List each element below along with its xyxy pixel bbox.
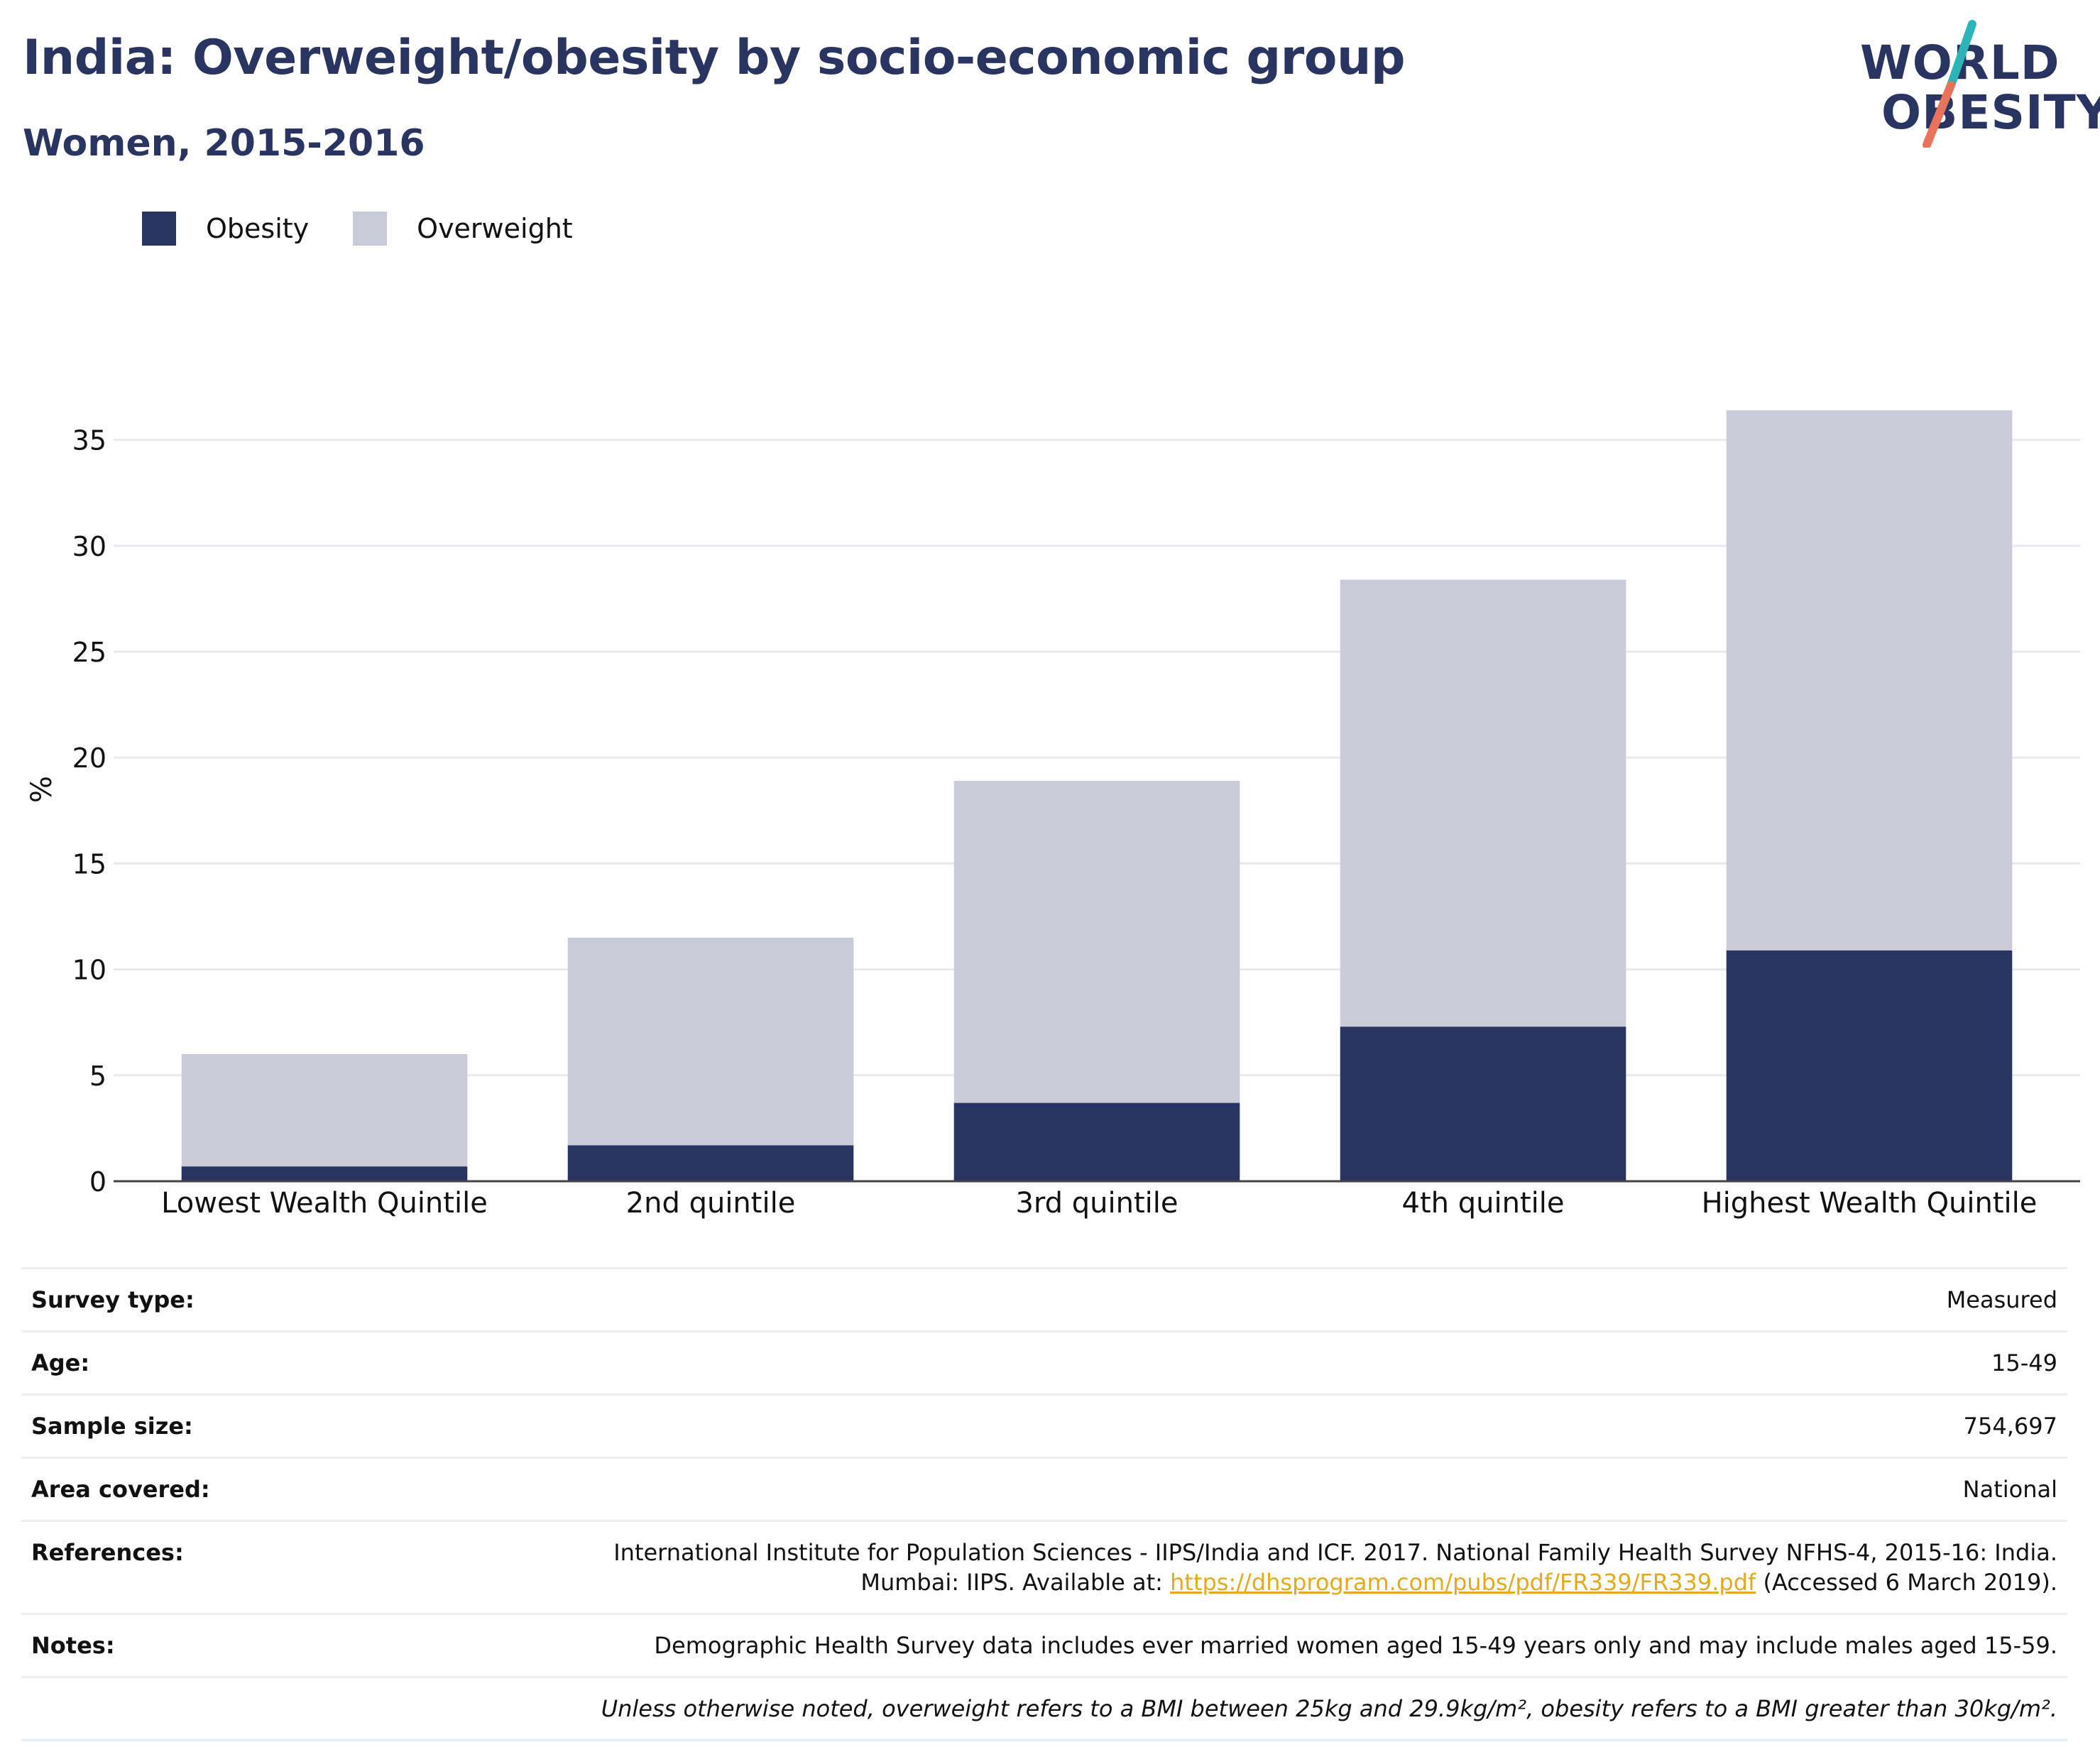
legend-swatch-obesity (142, 212, 176, 246)
bar-overweight-3[interactable] (953, 781, 1240, 1103)
y-tick-label: 10 (72, 955, 106, 986)
reference-link[interactable]: https://dhsprogram.com/pubs/pdf/FR339/FR… (1170, 1569, 1756, 1596)
area-label: Area covered: (31, 1476, 210, 1503)
logo-slash-icon (1923, 20, 1976, 148)
reference-line-2-prefix: Mumbai: IIPS. Available at: (860, 1569, 1171, 1596)
legend-label-obesity: Obesity (206, 213, 310, 244)
references-value: International Institute for Population S… (613, 1538, 2057, 1597)
bar-obesity-4[interactable] (1340, 1026, 1626, 1181)
x-tick-label: Highest Wealth Quintile (1702, 1187, 2038, 1220)
info-row-survey-type: Survey type: Measured (21, 1267, 2067, 1330)
notes-value: Demographic Health Survey data includes … (654, 1632, 2057, 1659)
y-tick-label: 35 (72, 425, 106, 456)
chart-subtitle: Women, 2015-2016 (23, 122, 425, 165)
bar-overweight-1[interactable] (181, 1053, 468, 1167)
sample-size-value: 754,697 (1963, 1413, 2057, 1440)
survey-type-label: Survey type: (31, 1286, 195, 1313)
info-row-age: Age: 15-49 (21, 1330, 2067, 1393)
bar-overweight-4[interactable] (1340, 579, 1626, 1027)
bar-obesity-2[interactable] (567, 1145, 854, 1181)
y-tick-label: 0 (89, 1166, 106, 1198)
info-row-references: References: International Institute for … (21, 1520, 2067, 1613)
bar-overweight-5[interactable] (1726, 410, 2013, 951)
sample-size-label: Sample size: (31, 1413, 193, 1440)
bars (181, 410, 2013, 1181)
y-tick-label: 20 (72, 743, 106, 774)
x-tick-label: 4th quintile (1402, 1187, 1565, 1220)
legend-item-obesity: Obesity (142, 212, 309, 246)
bar-overweight-2[interactable] (567, 937, 854, 1146)
bar-obesity-3[interactable] (953, 1102, 1240, 1181)
y-axis-label: % (26, 776, 58, 803)
info-row-area: Area covered: National (21, 1457, 2067, 1520)
age-label: Age: (31, 1349, 90, 1376)
references-label: References: (31, 1539, 184, 1566)
legend-swatch-overweight (353, 212, 388, 246)
chart-legend: Obesity Overweight (142, 212, 617, 246)
bar-obesity-1[interactable] (181, 1166, 468, 1181)
y-tick-label: 5 (89, 1061, 106, 1092)
info-row-notes: Notes: Demographic Health Survey data in… (21, 1613, 2067, 1676)
age-value: 15-49 (1991, 1349, 2057, 1376)
legend-item-overweight: Overweight (353, 212, 573, 246)
survey-info-table: Survey type: Measured Age: 15-49 Sample … (21, 1267, 2067, 1741)
survey-type-value: Measured (1946, 1286, 2057, 1313)
notes-label: Notes: (31, 1632, 115, 1659)
world-obesity-logo: WORLD OBESITY (1853, 20, 2100, 148)
legend-label-overweight: Overweight (417, 213, 573, 244)
logo-line-2: OBESITY (1881, 85, 2100, 140)
area-value: National (1962, 1476, 2057, 1503)
info-row-sample-size: Sample size: 754,697 (21, 1393, 2067, 1457)
x-tick-label: Lowest Wealth Quintile (161, 1187, 488, 1220)
reference-line-2-suffix: (Accessed 6 March 2019). (1756, 1569, 2057, 1596)
chart-title: India: Overweight/obesity by socio-econo… (23, 30, 1406, 86)
y-axis-ticks: 0 5 10 15 20 25 30 35 (72, 425, 106, 1198)
x-tick-label: 3rd quintile (1015, 1187, 1178, 1220)
y-tick-label: 25 (72, 637, 106, 668)
stacked-bar-chart: 0 5 10 15 20 25 30 35 Lowest Wealth Quintile 2nd… (26, 410, 2080, 1220)
bar-obesity-5[interactable] (1726, 950, 2013, 1181)
y-tick-label: 15 (72, 848, 106, 880)
x-tick-label: 2nd quintile (626, 1187, 796, 1220)
reference-line-1: International Institute for Population S… (613, 1539, 2057, 1566)
info-row-definition: Unless otherwise noted, overweight refer… (21, 1676, 2067, 1741)
bmi-definition-note: Unless otherwise noted, overweight refer… (601, 1695, 2057, 1722)
x-axis-ticks: Lowest Wealth Quintile 2nd quintile 3rd qu… (161, 1187, 2037, 1220)
y-tick-label: 30 (72, 531, 106, 562)
